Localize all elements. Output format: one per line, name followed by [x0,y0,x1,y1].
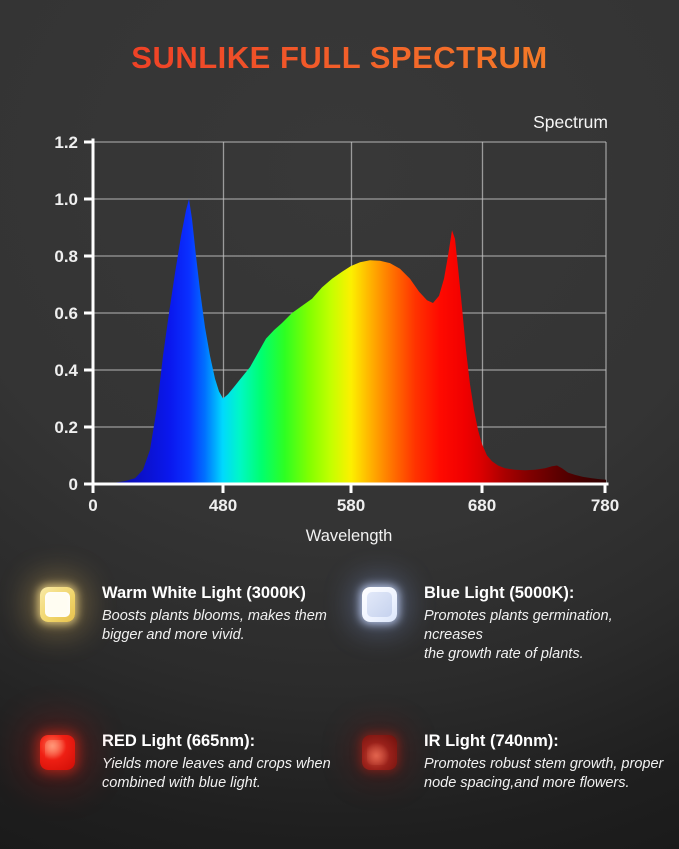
spectrum-curve [93,199,606,484]
legend-desc-line: the growth rate of plants. [424,646,584,663]
legend-desc-line: Boosts plants blooms, makes them [102,607,327,624]
red-led-core [45,740,70,765]
x-tick-680: 680 [468,496,496,515]
chart-tick-marks [84,140,607,493]
legend-item-red: RED Light (665nm): Yields more leaves an… [40,732,345,793]
spectrum-chart: 1.2 1.0 0.8 0.6 0.4 0.2 0 0 480 580 680 … [54,112,620,545]
ir-led-core [367,740,392,765]
legend-item-blue: Blue Light (5000K): Promotes plants germ… [362,584,667,664]
blue-led-core [367,592,392,617]
blue-led-icon [362,587,397,622]
y-tick-0: 0 [69,475,78,494]
red-led-icon [40,735,75,770]
legend-desc-line: combined with blue light. [102,774,261,791]
legend-text-ir: IR Light (740nm): Promotes robust stem g… [424,732,663,793]
page-title: SUNLIKE FULL SPECTRUM [0,40,679,76]
ir-led-icon [362,735,397,770]
legend-title-red: RED Light (665nm): [102,732,256,750]
y-tick-0_6: 0.6 [54,304,78,323]
legend-desc-ir: Promotes robust stem growth, proper node… [424,755,663,793]
spectrum-chart-svg: 1.2 1.0 0.8 0.6 0.4 0.2 0 0 480 580 680 … [54,112,620,545]
x-axis-title: Wavelength [306,527,393,545]
legend-desc-blue: Promotes plants germination, ncreases th… [424,607,667,664]
legend-item-ir: IR Light (740nm): Promotes robust stem g… [362,732,667,793]
legend-desc-red: Yields more leaves and crops when combin… [102,755,331,793]
legend-text-blue: Blue Light (5000K): Promotes plants germ… [424,584,667,664]
legend-desc-warm-white: Boosts plants blooms, makes them bigger … [102,607,327,645]
x-tick-0: 0 [88,496,97,515]
legend-text-red: RED Light (665nm): Yields more leaves an… [102,732,331,793]
x-tick-580: 580 [337,496,365,515]
x-tick-480: 480 [209,496,237,515]
legend-title-blue: Blue Light (5000K): [424,584,575,602]
legend-item-warm-white: Warm White Light (3000K) Boosts plants b… [40,584,345,645]
legend-desc-line: bigger and more vivid. [102,626,245,643]
legend-desc-line: node spacing,and more flowers. [424,774,630,791]
y-tick-1_0: 1.0 [54,190,78,209]
warm-white-led-core [45,592,70,617]
x-tick-780: 780 [591,496,619,515]
x-axis-tick-labels: 0 480 580 680 780 [88,496,619,515]
y-tick-0_2: 0.2 [54,418,78,437]
legend-desc-line: Yields more leaves and crops when [102,755,331,772]
y-axis-tick-labels: 1.2 1.0 0.8 0.6 0.4 0.2 0 [54,133,78,494]
warm-white-led-icon [40,587,75,622]
chart-caption-spectrum: Spectrum [533,112,608,132]
y-tick-1_2: 1.2 [54,133,78,152]
legend-text-warm-white: Warm White Light (3000K) Boosts plants b… [102,584,327,645]
legend-desc-line: Promotes plants germination, ncreases [424,607,613,643]
legend-desc-line: Promotes robust stem growth, proper [424,755,664,772]
y-tick-0_4: 0.4 [54,361,78,380]
y-tick-0_8: 0.8 [54,247,78,266]
legend-title-ir: IR Light (740nm): [424,732,559,750]
legend-title-warm-white: Warm White Light (3000K) [102,584,306,602]
